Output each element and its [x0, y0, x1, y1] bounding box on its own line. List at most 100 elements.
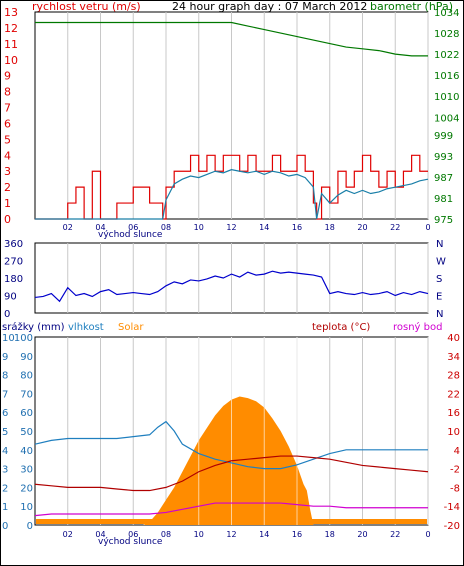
panel-2-left-axis: 0 90 180 270 360	[4, 239, 23, 320]
temp-tick-label: 16	[447, 408, 460, 419]
right-tick-label: 1028	[434, 29, 459, 40]
right-tick-label: 975	[434, 215, 453, 226]
right-tick-label: 999	[434, 131, 453, 142]
panel-3-precip-axis: 0 1 2 3 4 5 6 7 8 9 10	[2, 333, 15, 532]
temp-tick-label: -20	[444, 521, 460, 532]
x-tick-label: 06	[128, 530, 138, 539]
humidity-tick-label: 10	[20, 502, 33, 513]
sunrise-label-bottom: východ slunce	[98, 537, 163, 547]
panel-1-right-axis: 975 981 987 993 999 1004 1010 1016 1022 1028 1034	[434, 8, 459, 226]
x-tick-label: 0	[425, 530, 430, 539]
temp-tick-label: 4	[454, 446, 460, 457]
humidity-label: vlhkost	[68, 322, 104, 333]
left-tick-label: 7	[4, 102, 11, 115]
left-tick-label: 11	[4, 38, 18, 51]
humidity-tick-label: 70	[20, 389, 33, 400]
humidity-tick-label: 90	[20, 352, 33, 363]
barometer-line	[35, 21, 428, 57]
temp-tick-label: 10	[447, 427, 460, 438]
x-tick-label: 20	[357, 530, 367, 539]
left-tick-label: 9	[4, 70, 11, 83]
temp-tick-label: -8	[450, 483, 460, 494]
right-tick-label: 1016	[434, 71, 459, 82]
right-tick-label: 1004	[434, 113, 459, 124]
humidity-tick-label: 20	[20, 483, 33, 494]
left-tick-label: 0	[4, 309, 10, 320]
x-tick-label: 04	[95, 223, 105, 232]
compass-tick-label: S	[436, 274, 442, 285]
humidity-tick-label: 30	[20, 465, 33, 476]
x-tick-label: 06	[128, 223, 138, 232]
x-tick-label: 12	[226, 223, 236, 232]
humidity-tick-label: 40	[20, 446, 33, 457]
precip-tick-label: 9	[2, 352, 8, 363]
solar-label: Solar	[118, 322, 144, 333]
x-tick-label: 0	[425, 223, 430, 232]
left-tick-label: 360	[4, 239, 23, 250]
x-tick-label: 16	[292, 530, 302, 539]
left-tick-label: 12	[4, 22, 18, 35]
precip-tick-label: 5	[2, 427, 8, 438]
humidity-tick-label: 60	[20, 408, 33, 419]
right-tick-label: 981	[434, 194, 453, 205]
left-tick-label: 2	[4, 181, 11, 194]
x-tick-label: 20	[357, 223, 367, 232]
compass-tick-label: E	[436, 292, 442, 303]
left-tick-label: 4	[4, 149, 11, 162]
precip-label: srážky (mm)	[2, 321, 65, 333]
x-tick-label: 02	[63, 530, 73, 539]
x-tick-label: 08	[161, 223, 171, 232]
precip-tick-label: 10	[2, 333, 15, 344]
precip-tick-label: 4	[2, 446, 8, 457]
x-tick-label: 14	[259, 530, 269, 539]
x-tick-label: 10	[194, 223, 204, 232]
x-tick-label: 22	[390, 530, 400, 539]
precip-tick-label: 7	[2, 389, 8, 400]
x-tick-label: 18	[325, 530, 335, 539]
compass-tick-label: W	[436, 257, 446, 268]
compass-tick-label: N	[436, 239, 443, 250]
humidity-tick-label: 80	[20, 371, 33, 382]
chart-title: 24 hour graph day : 07 March 2012	[172, 0, 367, 13]
x-tick-label: 22	[390, 223, 400, 232]
right-tick-label: 1034	[434, 8, 459, 19]
right-tick-label: 987	[434, 173, 453, 184]
temp-tick-label: 40	[447, 333, 460, 344]
left-tick-label: 8	[4, 86, 11, 99]
precip-tick-label: 3	[2, 465, 8, 476]
temperature-line	[34, 455, 429, 492]
left-tick-label: 0	[4, 213, 11, 226]
humidity-tick-label: 50	[20, 427, 33, 438]
left-tick-label: 6	[4, 117, 11, 130]
precip-tick-label: 2	[2, 483, 8, 494]
temp-tick-label: -14	[444, 502, 460, 513]
x-tick-label: 18	[325, 223, 335, 232]
x-tick-label: 04	[95, 530, 105, 539]
left-tick-label: 180	[4, 274, 23, 285]
wind-direction-line	[34, 270, 429, 303]
panel-3-x-axis: 02 04 06 08 10 12 14 16 18 20 22 0	[63, 530, 431, 539]
temp-tick-label: 22	[447, 389, 460, 400]
dewpoint-line	[34, 502, 428, 517]
temperature-label: teplota (°C)	[312, 322, 370, 333]
right-tick-label: 1022	[434, 50, 459, 61]
wind-speed-title: rychlost vetru (m/s)	[32, 0, 141, 13]
humidity-line	[34, 420, 428, 470]
x-tick-label: 12	[226, 530, 236, 539]
panel-2-grid	[67, 243, 429, 313]
panel-1-x-axis: 02 04 06 08 10 12 14 16 18 20 22 0	[63, 223, 431, 232]
panel-1-grid	[67, 12, 429, 219]
panel-3-temp-axis: 40 34 28 22 16 10 4 -2 -8 -14 -20	[444, 333, 460, 532]
panel-3-humidity-axis: 0 10 20 30 40 50 60 70 80 90 100	[14, 333, 33, 532]
x-tick-label: 10	[194, 530, 204, 539]
x-tick-label: 14	[259, 223, 269, 232]
humidity-tick-label: 0	[27, 521, 33, 532]
dewpoint-label: rosný bod	[393, 321, 442, 333]
x-tick-label: 02	[63, 223, 73, 232]
